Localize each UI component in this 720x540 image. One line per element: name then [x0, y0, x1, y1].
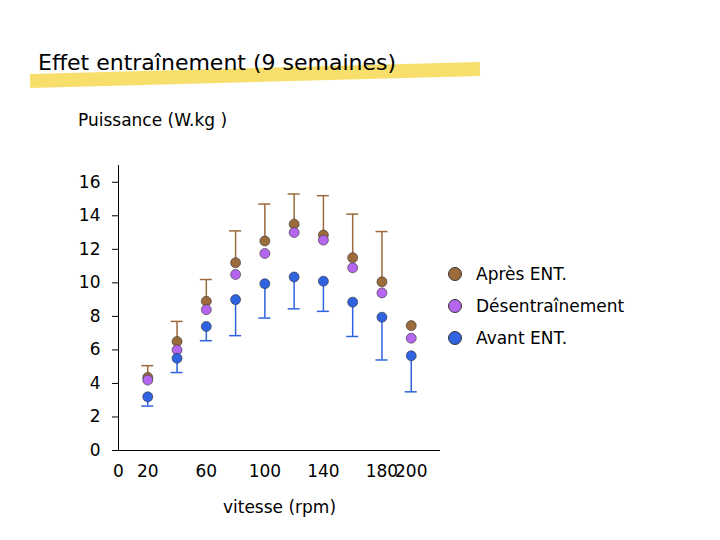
svg-text:180: 180: [366, 461, 398, 481]
svg-text:4: 4: [90, 373, 101, 393]
svg-text:20: 20: [137, 461, 159, 481]
html-text:Puissance (W.kg ): Puissance (W.kg ): [78, 110, 228, 130]
svg-text:0: 0: [90, 440, 101, 460]
svg-text:60: 60: [195, 461, 217, 481]
svg-text:2: 2: [90, 406, 101, 426]
svg-text:140: 140: [307, 461, 339, 481]
svg-text:200: 200: [395, 461, 427, 481]
svg-text:10: 10: [79, 272, 101, 292]
html-text:Désentraînement: Désentraînement: [476, 296, 625, 316]
svg-text:vitesse (rpm): vitesse (rpm): [223, 497, 336, 517]
svg-text:14: 14: [79, 205, 101, 225]
svg-text:16: 16: [79, 172, 101, 192]
html-text:Avant ENT.: Avant ENT.: [476, 328, 568, 348]
svg-text:6: 6: [90, 339, 101, 359]
svg-text:12: 12: [79, 239, 101, 259]
svg-text:0: 0: [113, 461, 124, 481]
svg-text:8: 8: [90, 306, 101, 326]
html-text:Effet entraînement (9 semaines: Effet entraînement (9 semaines): [38, 50, 397, 75]
svg-text:100: 100: [249, 461, 281, 481]
html-text:Après ENT.: Après ENT.: [476, 264, 567, 284]
